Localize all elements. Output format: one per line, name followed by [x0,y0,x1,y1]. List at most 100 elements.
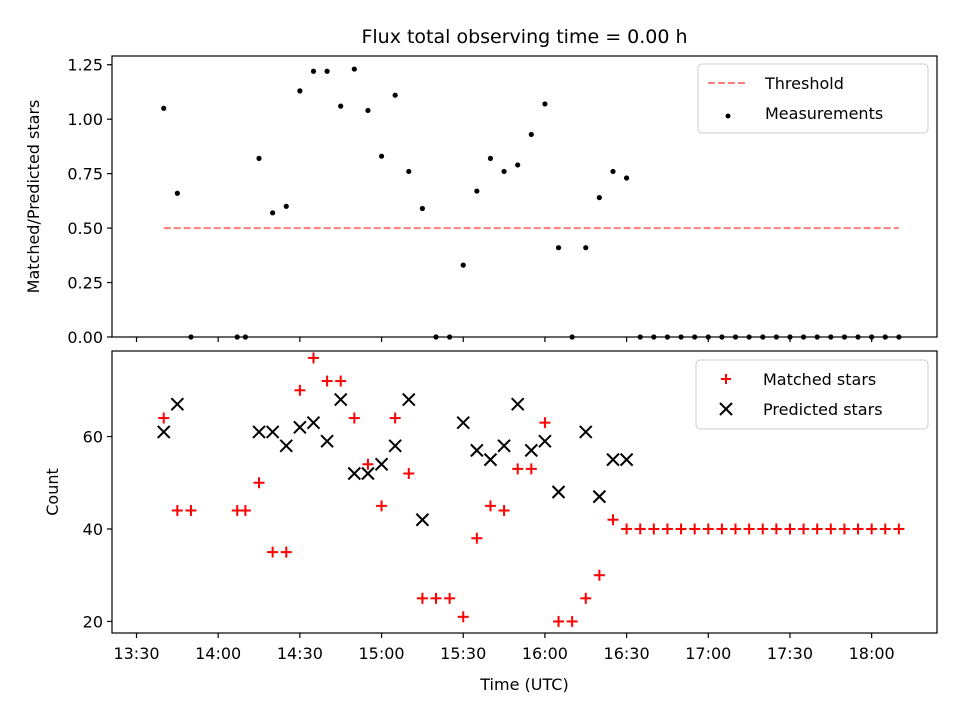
predicted-star-marker [592,489,607,504]
legend-measurements-label: Measurements [765,104,883,123]
predicted-star-marker [415,513,430,527]
predicted-star-marker [579,425,593,439]
predicted-star-marker [551,485,566,499]
predicted-star-marker [524,443,539,458]
measurement-point [583,245,589,251]
matched-star-marker [689,523,701,535]
top-y-axis-label: Matched/Predicted stars [24,100,43,294]
matched-star-marker [376,500,388,512]
top-y-tick-label: 0.50 [67,219,103,238]
predicted-star-marker [157,425,171,439]
top-y-ticks: 0.00 0.25 0.50 0.75 1.00 1.25 [67,56,112,347]
matched-star-marker [484,500,496,512]
matched-star-marker [185,504,197,516]
matched-star-marker [838,523,850,535]
matched-star-marker [416,592,428,604]
matched-star-marker [743,523,755,535]
matched-star-marker [593,569,605,581]
predicted-star-marker [170,397,185,411]
top-y-tick-label: 0.75 [67,165,103,184]
predicted-star-marker [619,452,634,467]
matched-star-marker [362,458,374,470]
top-y-tick-label: 1.00 [67,110,103,129]
x-tick-label: 15:30 [440,644,486,663]
measurement-point [460,262,466,268]
predicted-star-marker [510,397,525,411]
chart-title: Flux total observing time = 0.00 h [361,26,687,48]
matched-star-marker [171,504,183,516]
measurement-point [324,68,330,74]
measurement-point [310,68,317,74]
measurement-point [270,210,276,216]
legend-matched-swatch [721,374,731,384]
bottom-legend-box [695,359,929,430]
measurement-point [351,66,357,72]
predicted-star-marker [402,392,416,407]
measurement-point [528,131,534,138]
x-tick-label: 16:30 [604,644,650,663]
bottom-y-tick-label: 60 [83,428,103,447]
predicted-star-markers [157,392,634,527]
predicted-star-marker [320,434,334,448]
matched-star-marker [239,504,251,516]
measurement-point [624,175,630,181]
matched-star-marker [335,375,347,387]
predicted-star-marker [347,466,362,481]
predicted-star-marker [470,443,484,458]
matched-star-marker [825,523,837,535]
matched-star-marker [267,546,279,558]
predicted-star-marker [606,452,620,467]
measurement-point [392,92,398,98]
legend-predicted-label: Predicted stars [763,400,883,419]
x-axis-label: Time (UTC) [479,675,568,694]
matched-star-marker [539,417,551,429]
top-y-tick-label: 0.00 [67,328,103,347]
matched-star-marker [634,523,646,535]
measurement-point [610,168,616,175]
top-legend: Threshold Measurements [697,63,929,134]
bottom-y-tick-label: 20 [83,612,103,631]
bottom-plot-frame [111,350,938,634]
x-tick-label: 17:30 [767,644,813,663]
legend-matched-label: Matched stars [763,370,876,389]
matched-star-marker [580,592,592,604]
measurement-point [338,103,344,109]
matched-star-marker [893,523,905,535]
x-tick-label: 14:00 [195,644,241,663]
measurement-point [555,245,562,251]
x-tick-label: 15:00 [358,644,404,663]
x-tick-label: 17:00 [685,644,731,663]
top-plot: 0.00 0.25 0.50 0.75 1.00 1.25 Matched/Predict… [24,55,938,347]
measurement-point [596,194,602,201]
top-legend-box [697,63,929,134]
matched-star-marker [811,523,823,535]
top-plot-frame [111,55,938,338]
matched-star-marker [321,375,333,387]
measurement-point [515,162,521,168]
matched-star-markers [158,352,905,627]
predicted-star-marker [456,415,470,430]
matched-star-marker [294,384,306,396]
predicted-star-marker [388,439,402,453]
matched-star-marker [553,615,565,627]
matched-star-marker [525,463,537,475]
predicted-star-marker [361,466,375,481]
measurement-point [256,155,262,161]
matched-star-marker [457,611,469,623]
matched-star-marker [702,523,714,535]
matched-star-marker [730,523,742,535]
matched-star-marker [512,463,524,475]
matched-star-marker [757,523,769,535]
predicted-star-marker [279,439,293,453]
legend-threshold-label: Threshold [764,74,844,93]
bottom-plot: 20 40 60 13:30 14:00 14:30 15:00 15:30 16:00 16:… [43,350,938,694]
predicted-star-marker [334,392,348,407]
bottom-y-ticks: 20 40 60 [83,428,112,631]
matched-star-marker [866,523,878,535]
matched-star-marker [389,412,401,424]
bottom-y-axis-label: Count [43,468,62,516]
matched-star-marker [498,504,510,516]
top-y-tick-label: 0.25 [67,274,103,293]
predicted-star-marker [306,415,321,430]
